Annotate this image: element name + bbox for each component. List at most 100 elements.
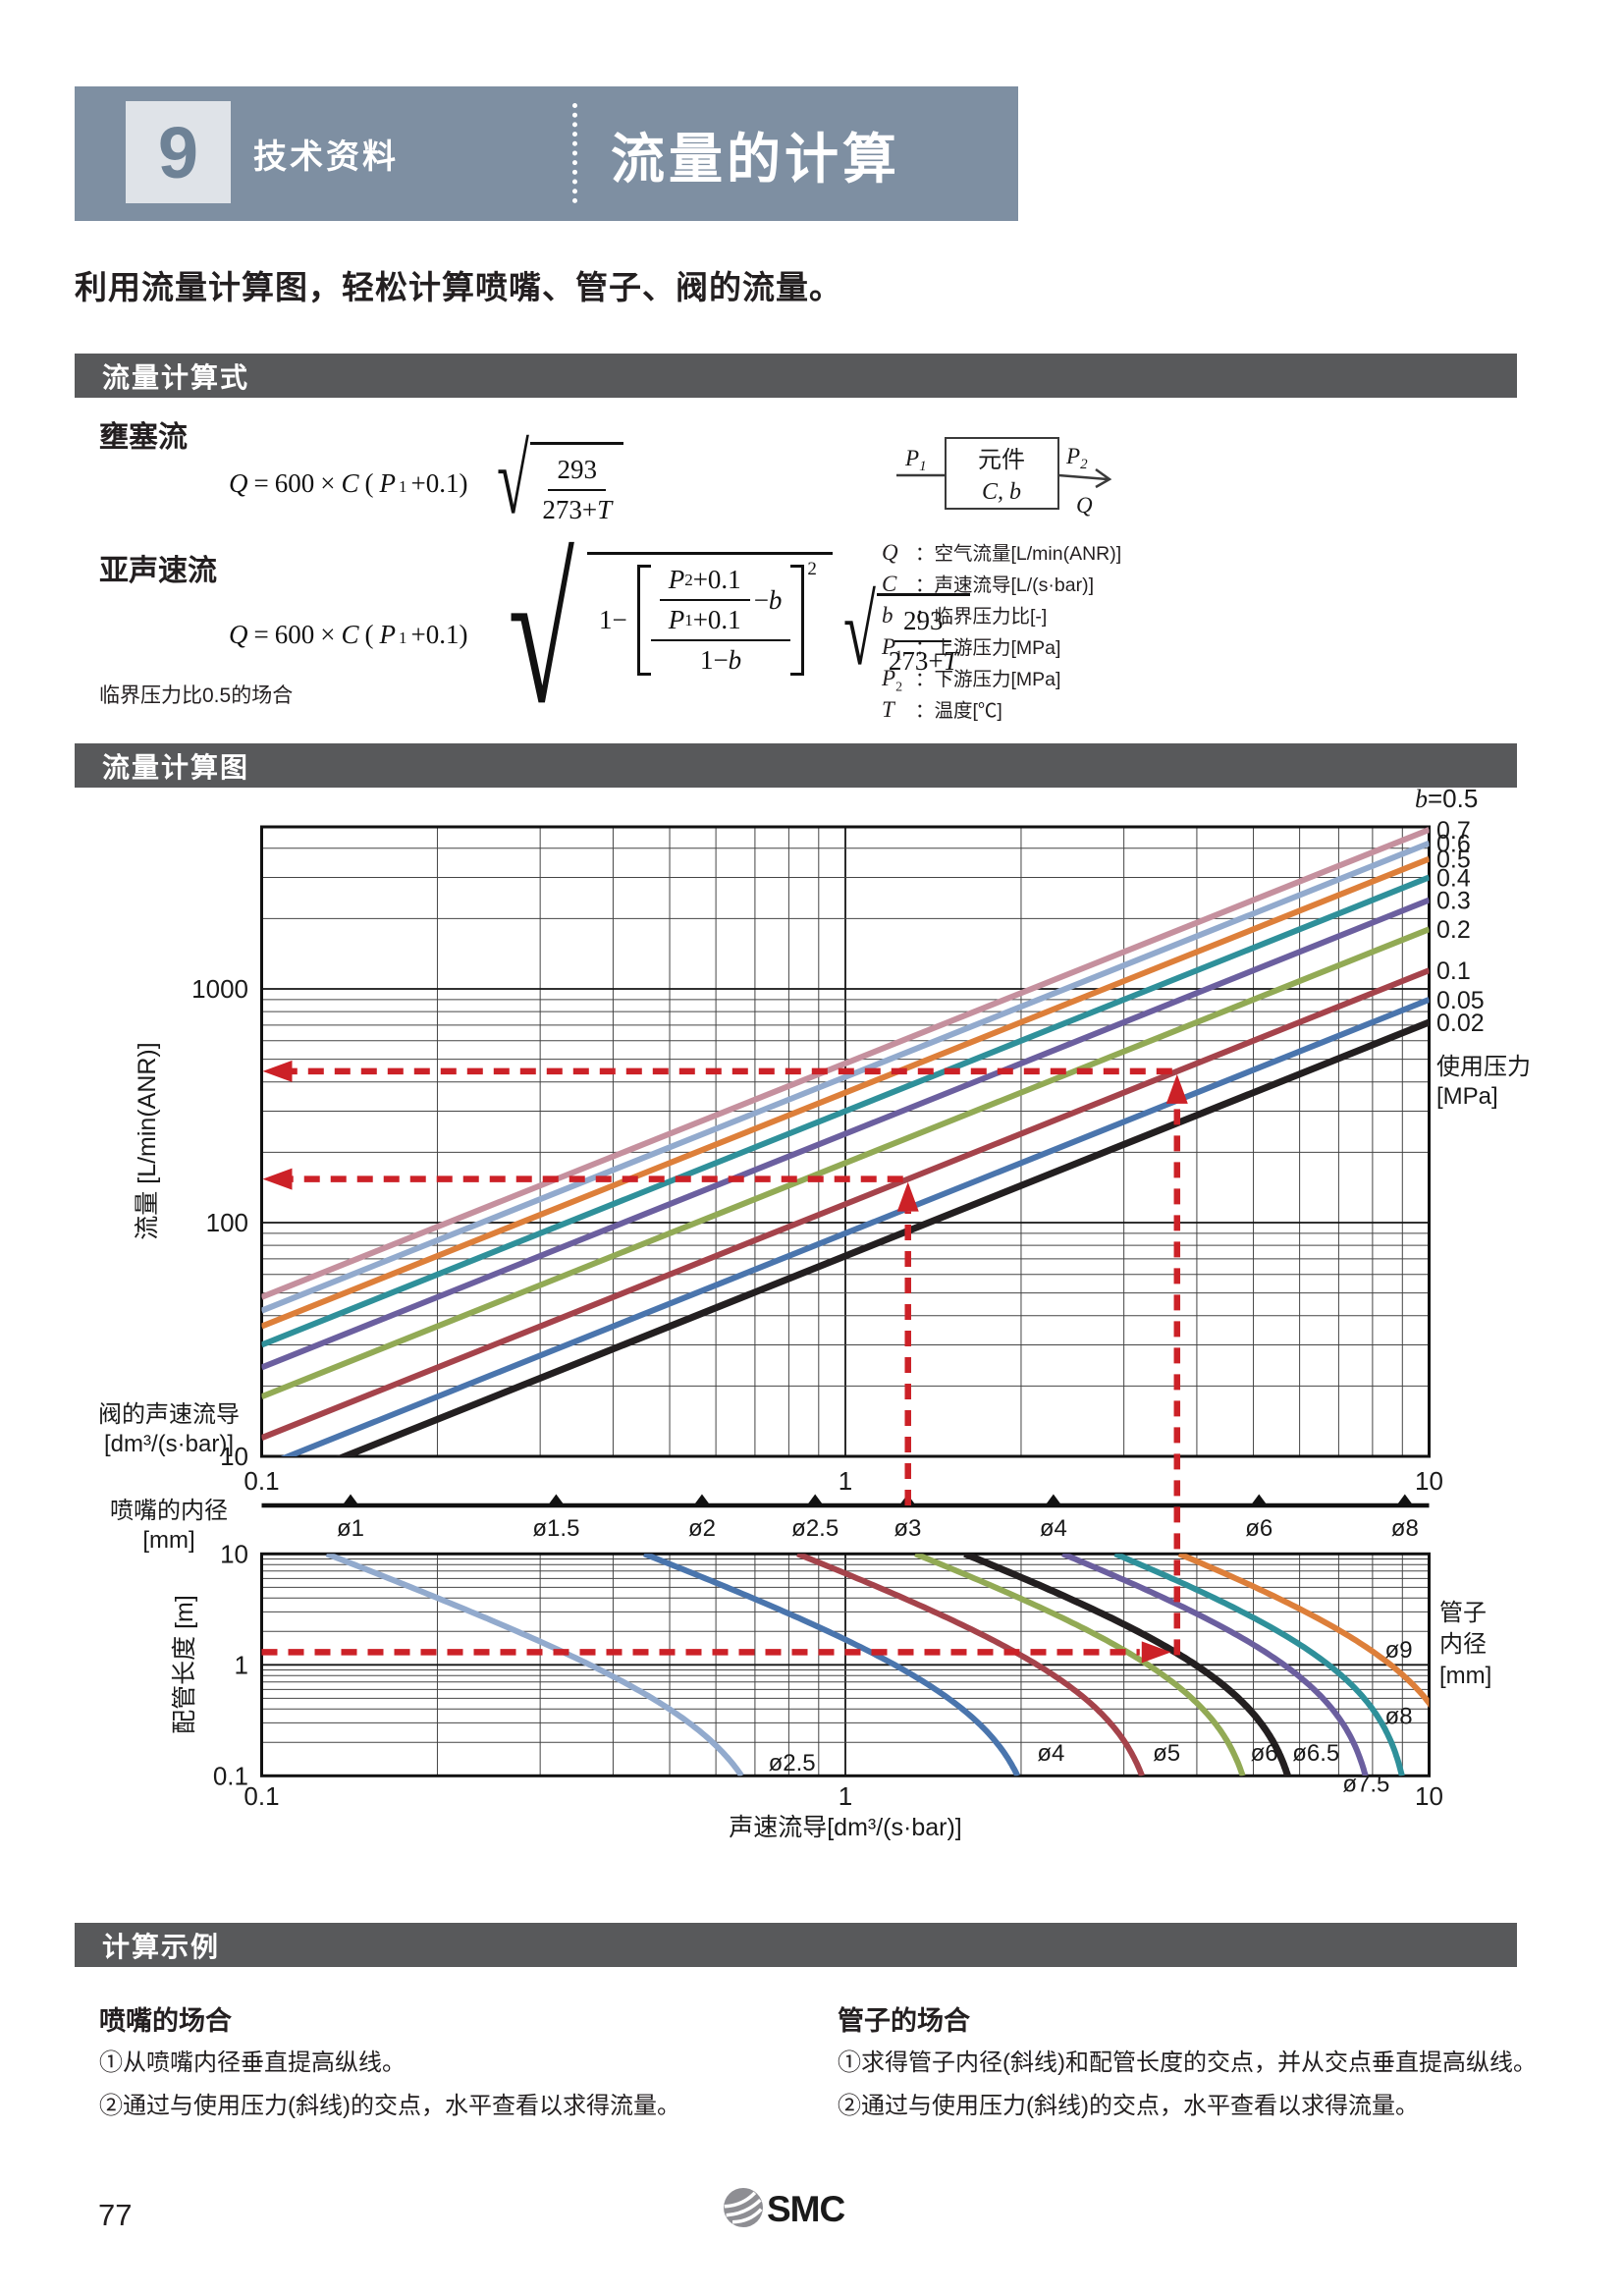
upper-y-axis-title: 流量 [L/min(ANR)]	[134, 1042, 161, 1239]
lower-x-tick: 0.1	[244, 1781, 279, 1811]
pressure-line-0.05	[280, 997, 1430, 1456]
pressure-legend-0.1: 0.1	[1436, 957, 1471, 985]
pressure-legend-0.3: 0.3	[1436, 888, 1471, 915]
nozzle-tick-icon	[1045, 1494, 1062, 1505]
example-arrow-icon	[1165, 1073, 1188, 1104]
left-bracket	[636, 565, 651, 676]
pressure-line-0.5	[261, 855, 1430, 1330]
outlet-arrow-icon	[1095, 467, 1112, 489]
tube-curve-ø8	[1113, 1554, 1405, 1776]
nozzle-tick-label: ø1.5	[532, 1515, 579, 1542]
pressure-line-0.02	[335, 1018, 1430, 1456]
nozzle-bore-label: 喷嘴的内径	[110, 1498, 228, 1524]
tube-curve-label-ø9: ø9	[1385, 1637, 1413, 1664]
component-box	[945, 437, 1059, 510]
valve-conductance-unit: [dm³/(s·bar)]	[104, 1431, 234, 1457]
upper-x-tick: 10	[1415, 1466, 1443, 1496]
critical-ratio-note: 临界压力比0.5的场合	[99, 684, 294, 707]
nozzle-tick-label: ø2.5	[791, 1515, 839, 1542]
nozzle-example-title: 喷嘴的场合	[99, 2006, 232, 2036]
tube-curve-ø4	[643, 1554, 1021, 1776]
tube-curve-label-ø4: ø4	[1037, 1740, 1064, 1767]
legend-title: 使用压力	[1436, 1054, 1531, 1080]
nozzle-tick-icon	[806, 1494, 824, 1505]
nozzle-example-step1: ①从喷嘴内径垂直提高纵线。	[99, 2049, 406, 2076]
intro-text: 利用流量计算图，轻松计算喷嘴、管子、阀的流量。	[75, 269, 842, 305]
p1-label: P1	[904, 446, 927, 474]
lower-x-tick: 1	[839, 1781, 852, 1811]
subsonic-flow-formula: Q = 600 × C(P 1 +0.1) √ 1− P 2 +0.1 P 1 +0.1 −b 1−…	[226, 533, 970, 735]
section-formula-label: 流量计算式	[102, 361, 250, 393]
pressure-line-0.3	[261, 897, 1430, 1371]
critical-ratio-top-label: b=0.5	[1415, 784, 1478, 813]
q-label: Q	[1076, 493, 1093, 518]
upper-y-tick: 1000	[191, 974, 248, 1004]
lower-y-tick: 1	[235, 1650, 248, 1679]
lower-y-tick: 0.1	[213, 1761, 248, 1790]
tube-curve-label-ø8: ø8	[1385, 1703, 1413, 1729]
lower-x-tick: 10	[1415, 1781, 1443, 1811]
example-arrow-icon	[896, 1181, 919, 1212]
nozzle-tick-icon	[547, 1494, 565, 1505]
formula-lhs: Q = 600 × C(P 1 +0.1)	[229, 619, 468, 649]
grid	[260, 825, 1431, 1777]
temperature-radical: √ 293 273+ T	[833, 581, 970, 680]
nozzle-tick-icon	[1250, 1494, 1268, 1505]
component-diagram: 元件 C, b P1 P2 Q	[896, 437, 1112, 518]
tube-bore-side-label: 管子	[1439, 1600, 1487, 1626]
lower-x-axis-title: 声速流导[dm³/(s·bar)]	[729, 1814, 962, 1841]
example-path-annotations	[261, 1060, 1188, 1664]
legend-title: [MPa]	[1436, 1083, 1498, 1110]
variable-row: T ：温度[℃]	[882, 697, 1002, 723]
tube-curve-label-ø5: ø5	[1153, 1740, 1180, 1767]
section-header-example: 计算示例	[75, 1923, 1517, 1967]
nozzle-tick-label: ø2	[688, 1515, 716, 1542]
valve-conductance-label: 阀的声速流导	[98, 1401, 240, 1428]
tube-curve-ø2.5	[325, 1554, 744, 1776]
outer-radical: √ 1− P 2 +0.1 P 1 +0.1 −b 1− b 2	[486, 533, 833, 735]
tube-bore-side-label: 内径	[1439, 1631, 1487, 1658]
nozzle-example-step2: ②通过与使用压力(斜线)的交点，水平查看以求得流量。	[99, 2093, 680, 2119]
example-arrow-icon	[1141, 1641, 1171, 1664]
chapter-number-box: 9	[126, 101, 231, 203]
upper-x-tick: 1	[839, 1466, 852, 1496]
tube-curve-ø9	[1177, 1554, 1430, 1709]
tube-curve-ø6	[914, 1554, 1246, 1776]
nozzle-tick-icon	[342, 1494, 359, 1505]
variable-definitions: Q ：空气流量[L/min(ANR)] C ：声速流导[L/(s·bar)] b ：临…	[882, 540, 1122, 732]
pressure-line-0.6	[261, 840, 1430, 1314]
smc-logo-text: SMC	[767, 2189, 845, 2229]
tube-curve-label-ø6.5: ø6.5	[1292, 1740, 1339, 1767]
choked-flow-label: 壅塞流	[99, 421, 188, 454]
nozzle-bore-unit: [mm]	[142, 1527, 194, 1554]
variable-row: b ：临界压力比[-]	[882, 603, 1048, 628]
component-cb-label: C, b	[982, 479, 1021, 505]
nozzle-tick-label: ø6	[1245, 1515, 1272, 1542]
nozzle-tick-icon	[1396, 1494, 1414, 1505]
subsonic-flow-label: 亚声速流	[99, 555, 217, 587]
nozzle-tick-label: ø4	[1040, 1515, 1067, 1542]
choked-flow-formula: Q = 600 × C(P 1 +0.1) √ 293 273+ T	[226, 431, 624, 529]
pressure-legend-0.2: 0.2	[1436, 916, 1471, 944]
chapter-number: 9	[157, 111, 199, 193]
nozzle-tick-label: ø3	[893, 1515, 921, 1542]
page-title: 流量的计算	[611, 128, 901, 190]
tube-example-step2: ②通过与使用压力(斜线)的交点，水平查看以求得流量。	[838, 2093, 1419, 2119]
upper-y-tick: 100	[206, 1208, 248, 1237]
pressure-line-0.2	[261, 926, 1430, 1400]
upper-x-tick: 0.1	[244, 1466, 279, 1496]
smc-logo: SMC	[724, 2188, 846, 2229]
pressure-line-0.4	[261, 874, 1430, 1348]
chapter-header: 9 技术资料 流量的计算	[75, 86, 1018, 221]
nozzle-tick-label: ø1	[337, 1515, 364, 1542]
component-box-label: 元件	[978, 447, 1025, 473]
header-dotted-divider	[572, 103, 577, 203]
variable-row: Q ：空气流量[L/min(ANR)]	[882, 540, 1122, 565]
tube-curve-label-ø7.5: ø7.5	[1342, 1771, 1389, 1797]
nozzle-bore-axis: ø1 ø1.5 ø2 ø2.5 ø3 ø4 ø6 ø8	[261, 1494, 1430, 1542]
radical: √ 293 273+ T	[486, 431, 624, 529]
outlet-line	[1057, 473, 1109, 481]
lower-y-axis-title: 配管长度 [m]	[171, 1595, 198, 1734]
variable-row: P1 ：上游压力[MPa]	[882, 634, 1061, 664]
